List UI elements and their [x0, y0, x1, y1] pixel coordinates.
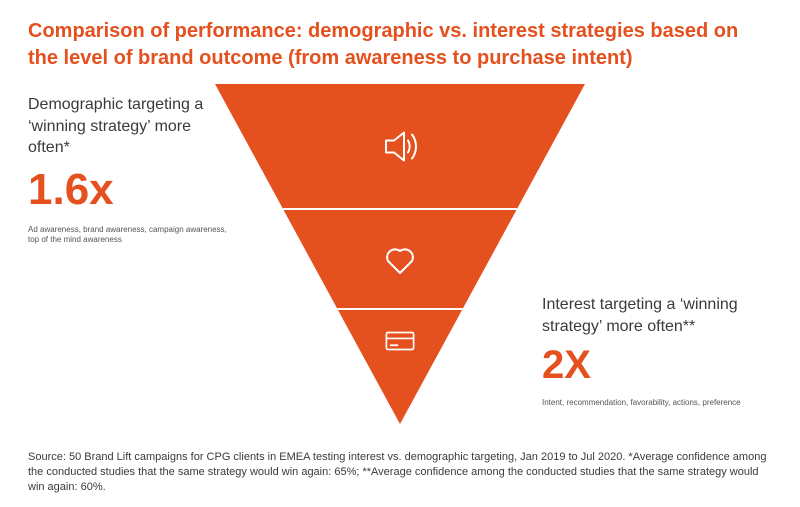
- right-callout-label: Interest targeting a ‘winning strategy’ …: [542, 294, 772, 337]
- chart-stage: Demographic targeting a ‘winning strateg…: [28, 84, 772, 444]
- funnel-chart: [215, 84, 585, 424]
- right-callout: Interest targeting a ‘winning strategy’ …: [542, 294, 772, 409]
- left-callout-label: Demographic targeting a ‘winning strateg…: [28, 94, 228, 159]
- page-title: Comparison of performance: demographic v…: [28, 18, 768, 72]
- left-callout-note: Ad awareness, brand awareness, campaign …: [28, 225, 228, 246]
- right-callout-stat: 2X: [542, 343, 772, 388]
- source-footnote: Source: 50 Brand Lift campaigns for CPG …: [28, 450, 772, 495]
- left-callout: Demographic targeting a ‘winning strateg…: [28, 94, 228, 246]
- right-callout-note: Intent, recommendation, favorability, ac…: [542, 398, 772, 408]
- left-callout-stat: 1.6x: [28, 165, 228, 215]
